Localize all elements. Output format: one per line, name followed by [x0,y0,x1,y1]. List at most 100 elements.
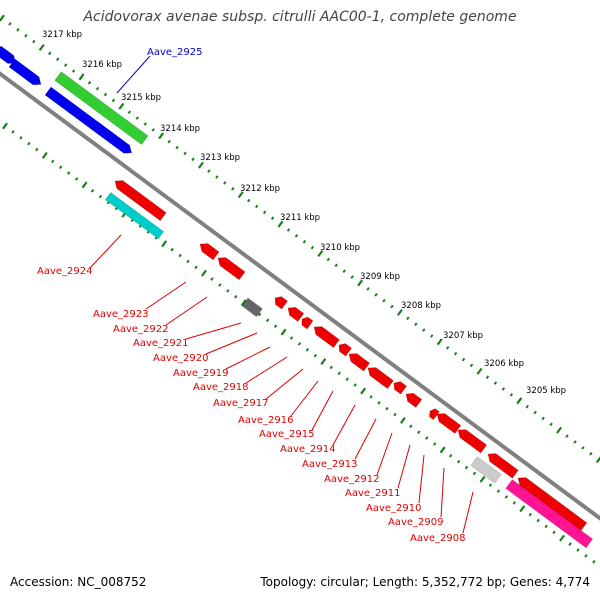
tick-mark-outer [436,338,443,346]
tick-mark-outer [207,169,211,173]
tick-label: 3211 kbp [280,213,320,223]
tick-mark-inner [218,283,222,287]
tick-mark-inner [512,501,517,505]
tick-mark-outer [215,175,219,179]
tick-mark-inner [433,442,437,446]
tick-track-inner [2,122,596,564]
gene-feature [348,353,371,372]
tick-mark-inner [544,524,548,529]
tick-mark-outer [476,367,483,375]
tick-mark-outer [589,451,593,456]
gene-label-forward: Aave_2925 [147,47,203,58]
tick-mark-outer [422,328,426,332]
gene-label-reverse: Aave_2923 [93,309,149,320]
tick-mark-outer [357,279,364,287]
callout-line [245,356,288,384]
gene-feature [54,71,149,146]
tick-mark-outer [95,86,100,91]
tick-mark-inner [488,483,493,488]
tick-label: 3214 kbp [160,124,200,134]
tick-mark-outer [158,132,165,140]
tick-mark-outer [16,27,20,32]
tick-mark-outer [342,269,346,274]
tick-mark-outer [516,397,523,405]
tick-mark-outer [262,210,267,215]
callout-line [165,296,208,326]
tick-mark-inner [329,365,333,370]
tick-mark-inner [19,135,23,140]
tick-mark-inner [66,171,71,175]
tick-mark-outer [485,375,490,380]
tick-mark-outer [453,351,458,356]
gene-feature [367,367,394,390]
tick-mark-inner [41,151,48,159]
gene-feature [487,453,519,479]
gene-feature [429,408,440,421]
tick-mark-outer [581,446,585,450]
tick-label: 3207 kbp [443,331,483,341]
tick-mark-outer [127,110,132,115]
gene-feature [313,326,340,349]
tick-mark-outer [382,298,386,303]
tick-mark-outer [103,92,108,97]
gene-feature [436,413,462,434]
gene-feature [287,307,305,322]
tick-labels: 3217 kbp 3216 kbp 3215 kbp 3214 kbp 3213 kbp… [42,30,566,396]
tick-mark-outer [191,157,195,162]
backbone-line [0,71,600,521]
tick-mark-inner [568,542,572,546]
tick-mark-inner [186,259,190,264]
gene-feature [505,479,594,549]
tick-mark-outer [310,245,315,250]
tick-mark-inner [210,277,214,281]
tick-mark-inner [528,512,532,517]
tick-mark-inner [369,395,373,399]
tick-mark-outer [294,234,299,238]
gene-features [0,45,594,549]
tick-mark-inner [280,328,287,336]
tick-mark-outer [595,456,600,464]
gene-feature [104,192,165,240]
tick-mark-outer [175,145,179,150]
tick-label: 3215 kbp [121,93,161,103]
tick-mark-inner [257,312,262,317]
tick-mark-inner [234,294,238,299]
tick-mark-outer [525,404,529,409]
callout-line [311,390,334,431]
tick-mark-outer [396,308,403,316]
tick-mark-inner [559,534,566,542]
tick-mark-inner [59,165,63,170]
callout-line [332,404,356,446]
gene-label-reverse: Aave_2909 [388,517,444,528]
gene-label-reverse: Aave_2921 [133,338,189,349]
tick-label: 3206 kbp [484,359,524,369]
tick-mark-outer [48,51,52,56]
gene-feature [241,297,263,318]
tick-mark-inner [90,188,95,193]
tick-mark-outer [270,216,275,221]
tick-mark-inner [417,430,421,435]
tick-mark-outer [223,181,227,185]
tick-mark-outer [237,191,244,199]
tick-mark-inner [35,147,39,152]
tick-mark-inner [479,475,486,483]
tick-mark-outer [118,102,125,110]
tick-mark-inner [161,240,168,248]
tick-mark-outer [469,363,474,368]
tick-mark-outer [350,275,354,279]
tick-mark-inner [377,400,381,405]
callout-line [462,491,474,534]
tick-mark-inner [320,358,327,366]
gene-feature [457,429,488,454]
tick-mark-outer [317,250,324,258]
tick-track-outer [0,14,600,464]
tick-mark-outer [326,257,330,262]
tick-label: 3216 kbp [82,60,122,70]
tick-mark-inner [456,459,461,464]
gene-callouts: Aave_2925 Aave_2924 Aave_2923 Aave_2922 Aave… [37,47,474,544]
tick-mark-outer [509,393,514,397]
tick-mark-inner [305,347,310,352]
tick-mark-outer [430,334,434,338]
gene-label-reverse: Aave_2915 [259,429,315,440]
